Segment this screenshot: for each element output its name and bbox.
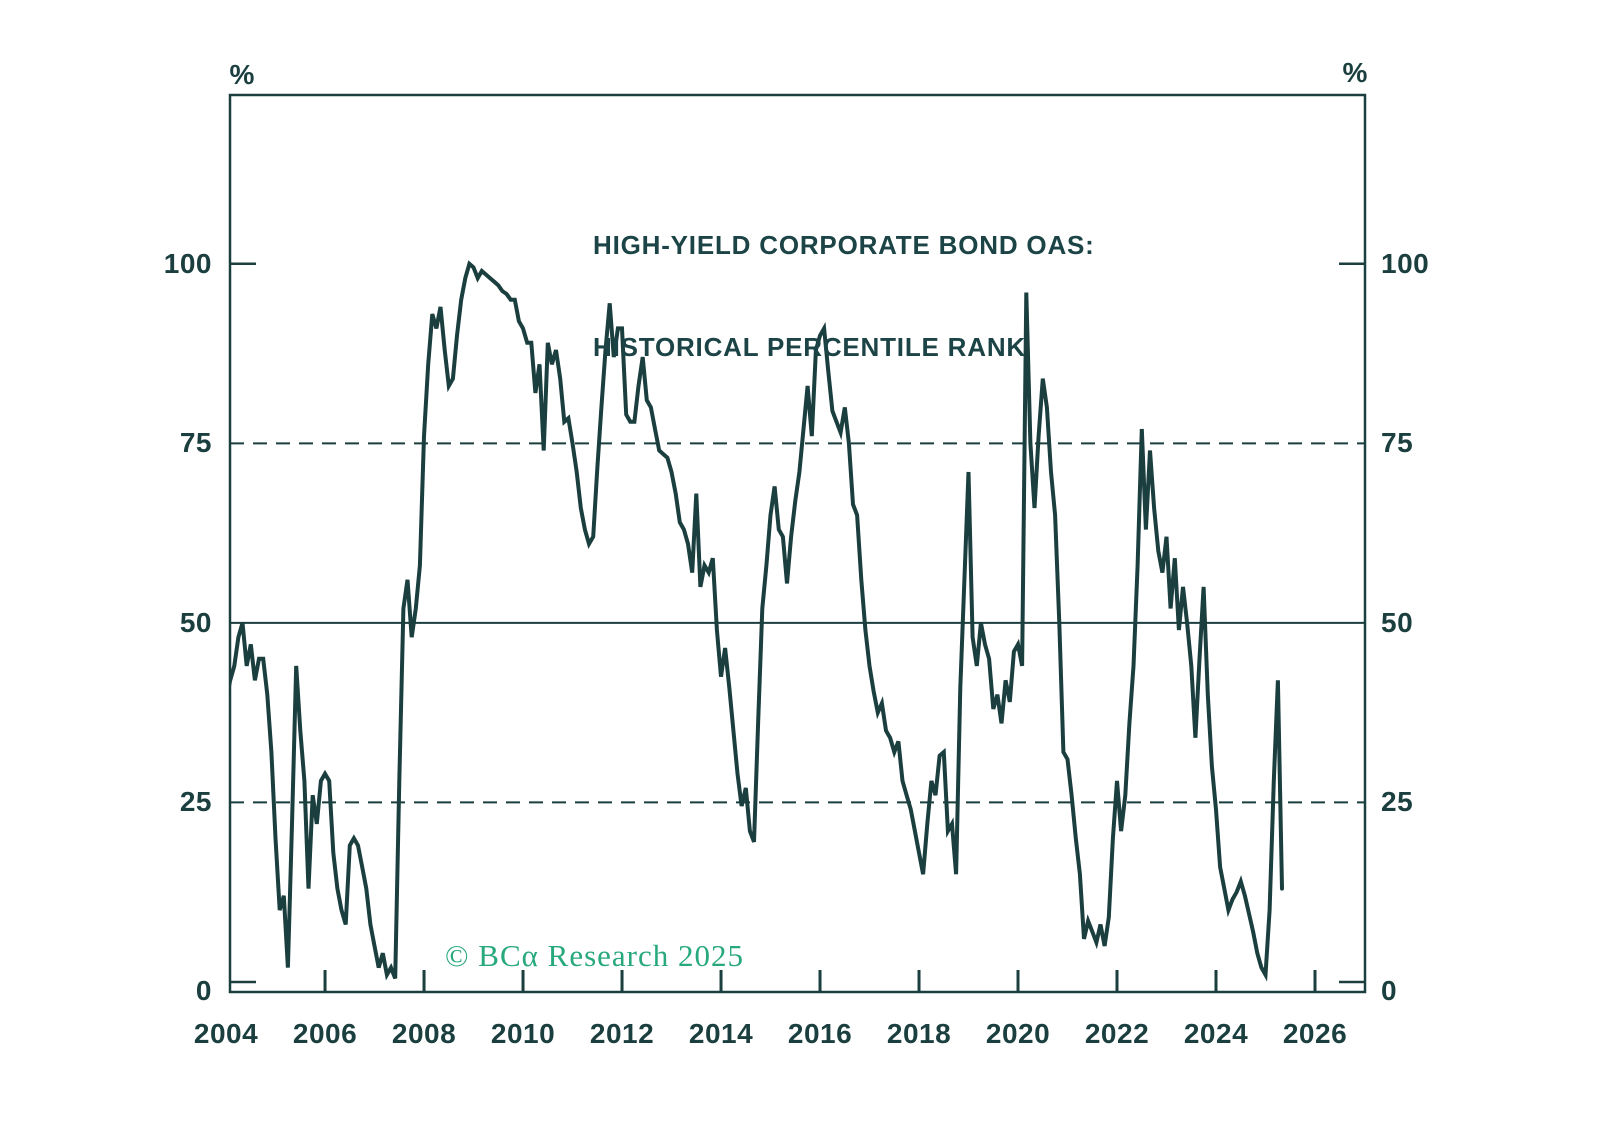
- plot-border: [228, 93, 1367, 994]
- y-label-left-75: 75: [179, 427, 212, 459]
- y-label-left-25: 25: [179, 786, 212, 818]
- x-label-2020: 2020: [985, 1018, 1051, 1049]
- chart-title: HIGH-YIELD CORPORATE BOND OAS: HISTORICA…: [593, 160, 1095, 432]
- y-label-left-50: 50: [179, 606, 212, 638]
- y-label-right-50: 50: [1381, 606, 1414, 638]
- x-label-2006: 2006: [292, 1018, 358, 1049]
- y-label-right-100: 100: [1381, 247, 1430, 279]
- chart-title-line1: HIGH-YIELD CORPORATE BOND OAS:: [593, 230, 1095, 260]
- chart-title-line2: HISTORICAL PERCENTILE RANK: [593, 332, 1026, 362]
- x-label-2014: 2014: [688, 1018, 754, 1049]
- watermark-copyright: © BCα Research 2025: [445, 938, 744, 973]
- x-label-2024: 2024: [1183, 1018, 1249, 1049]
- x-label-2022: 2022: [1084, 1018, 1150, 1049]
- series-line-percentile-rank: [229, 260, 1284, 982]
- x-label-2016: 2016: [787, 1018, 853, 1049]
- y-label-right-25: 25: [1381, 786, 1414, 818]
- y-label-left-100: 100: [163, 247, 212, 279]
- x-label-2004: 2004: [193, 1018, 259, 1049]
- y-label-left-0: 0: [195, 974, 212, 1006]
- x-label-2012: 2012: [589, 1018, 655, 1049]
- y-axis-unit-right: %: [1342, 57, 1368, 88]
- x-label-2018: 2018: [886, 1018, 952, 1049]
- x-label-2010: 2010: [490, 1018, 556, 1049]
- y-label-right-75: 75: [1381, 427, 1414, 459]
- x-label-2026: 2026: [1282, 1018, 1348, 1049]
- x-label-2008: 2008: [391, 1018, 457, 1049]
- y-axis-unit-left: %: [229, 59, 255, 90]
- y-label-right-0: 0: [1381, 974, 1398, 1006]
